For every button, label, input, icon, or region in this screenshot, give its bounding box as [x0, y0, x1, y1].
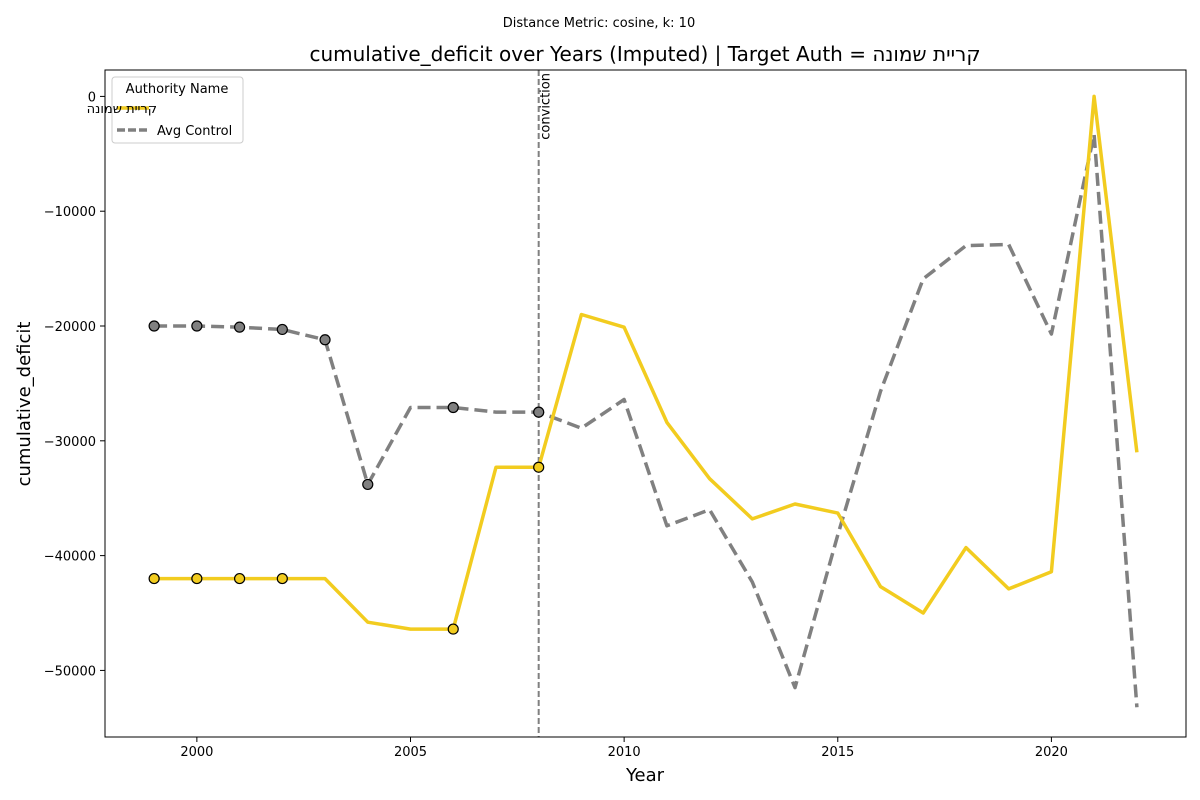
legend-title: Authority Name: [126, 82, 229, 97]
data-point: [191, 572, 203, 585]
legend-label-control: Avg Control: [157, 124, 232, 139]
series-line-0: [154, 94, 1139, 631]
data-point: [447, 623, 459, 635]
x-tick-label: 2010: [608, 745, 641, 760]
x-tick-label: 2005: [394, 745, 427, 760]
data-point: [447, 401, 459, 414]
y-tick-label: −20000: [44, 320, 96, 335]
legend-label-target: קריית שמונה: [87, 102, 157, 117]
data-point: [191, 320, 203, 332]
data-point: [533, 406, 545, 418]
data-point: [148, 320, 160, 332]
y-tick-label: −40000: [44, 550, 96, 565]
y-tick-label: −50000: [44, 664, 96, 679]
event-line-label: conviction: [539, 73, 554, 140]
y-tick-label: −30000: [44, 435, 96, 450]
axis-ticks: 2000 2005 2010 2015 2020 0 −10000 −20000 −30000 −…: [44, 90, 1068, 760]
chart-title: cumulative_deficit over Years (Imputed) …: [309, 42, 980, 66]
chart-suptitle: Distance Metric: cosine, k: 10: [503, 16, 695, 31]
legend: Authority Name קריית שמונה Avg Control: [87, 76, 244, 144]
data-point: [148, 572, 160, 585]
data-point: [276, 572, 288, 585]
y-tick-label: 0: [88, 90, 96, 105]
x-tick-label: 2020: [1035, 745, 1068, 760]
data-point: [533, 461, 545, 473]
y-tick-label: −10000: [44, 205, 96, 220]
plot-area: conviction: [148, 70, 1139, 737]
data-point: [362, 478, 374, 491]
x-tick-label: 2015: [821, 745, 854, 760]
data-point: [276, 323, 288, 336]
x-tick-label: 2000: [180, 745, 213, 760]
series-line-1: [154, 132, 1139, 708]
data-point: [233, 572, 246, 585]
data-point: [233, 321, 246, 333]
axes-frame: [104, 69, 1187, 738]
data-point: [319, 334, 331, 346]
x-axis-label: Year: [625, 765, 665, 786]
legend-box: [111, 76, 244, 144]
y-axis-label: cumulative_deficit: [14, 322, 35, 487]
